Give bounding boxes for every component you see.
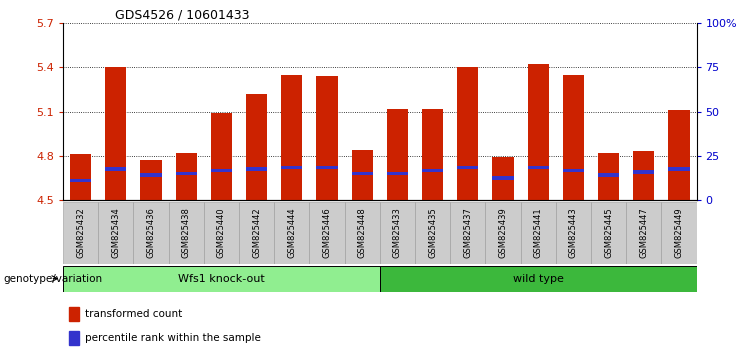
Bar <box>379 202 415 264</box>
Bar <box>98 202 133 264</box>
Bar <box>176 172 197 175</box>
Bar <box>633 151 654 200</box>
Bar <box>450 202 485 264</box>
Text: GSM825447: GSM825447 <box>639 207 648 258</box>
Bar <box>562 75 584 200</box>
Text: GSM825443: GSM825443 <box>569 207 578 258</box>
Text: GSM825442: GSM825442 <box>252 207 261 258</box>
Bar <box>422 169 443 172</box>
Bar <box>63 202 98 264</box>
Bar <box>210 113 232 200</box>
Bar <box>633 170 654 173</box>
Bar <box>626 202 661 264</box>
Bar <box>591 202 626 264</box>
Bar <box>246 94 267 200</box>
Bar <box>141 160 162 200</box>
Bar <box>105 167 126 171</box>
Bar <box>210 169 232 172</box>
Text: GSM825439: GSM825439 <box>499 207 508 258</box>
Text: GSM825445: GSM825445 <box>604 207 613 258</box>
Bar <box>316 166 337 169</box>
Text: Wfs1 knock-out: Wfs1 knock-out <box>178 274 265 284</box>
Bar <box>310 202 345 264</box>
Bar <box>351 150 373 200</box>
Bar <box>63 266 379 292</box>
Bar <box>492 176 514 179</box>
Bar <box>281 75 302 200</box>
Bar <box>661 202 697 264</box>
Bar <box>422 109 443 200</box>
Text: GSM825448: GSM825448 <box>358 207 367 258</box>
Bar <box>387 172 408 175</box>
Bar <box>204 202 239 264</box>
Bar <box>105 67 126 200</box>
Text: GSM825433: GSM825433 <box>393 207 402 258</box>
Text: wild type: wild type <box>513 274 564 284</box>
Bar <box>70 307 79 321</box>
Bar <box>556 202 591 264</box>
Bar <box>379 266 697 292</box>
Bar <box>485 202 520 264</box>
Bar <box>316 76 337 200</box>
Bar <box>141 173 162 177</box>
Bar <box>70 154 91 200</box>
Text: GSM825440: GSM825440 <box>217 207 226 258</box>
Text: GSM825446: GSM825446 <box>322 207 331 258</box>
Bar <box>246 167 267 171</box>
Text: GSM825432: GSM825432 <box>76 207 85 258</box>
Text: GDS4526 / 10601433: GDS4526 / 10601433 <box>115 9 250 22</box>
Bar <box>415 202 450 264</box>
Bar <box>528 166 548 169</box>
Text: percentile rank within the sample: percentile rank within the sample <box>84 332 260 343</box>
Bar <box>528 64 548 200</box>
Text: GSM825441: GSM825441 <box>534 207 542 258</box>
Bar <box>168 202 204 264</box>
Bar <box>133 202 168 264</box>
Text: GSM825438: GSM825438 <box>182 207 190 258</box>
Text: GSM825435: GSM825435 <box>428 207 437 258</box>
Bar <box>70 331 79 344</box>
Bar <box>668 110 689 200</box>
Bar <box>351 172 373 175</box>
Bar <box>345 202 379 264</box>
Text: GSM825436: GSM825436 <box>147 207 156 258</box>
Bar <box>598 153 619 200</box>
Bar <box>562 169 584 172</box>
Bar <box>70 179 91 182</box>
Bar <box>492 157 514 200</box>
Text: GSM825437: GSM825437 <box>463 207 472 258</box>
Bar <box>387 109 408 200</box>
Text: GSM825434: GSM825434 <box>111 207 120 258</box>
Text: GSM825449: GSM825449 <box>674 207 683 258</box>
Bar <box>281 166 302 169</box>
Text: genotype/variation: genotype/variation <box>4 274 103 284</box>
Bar <box>520 202 556 264</box>
Bar <box>668 167 689 171</box>
Bar <box>457 67 478 200</box>
Text: GSM825444: GSM825444 <box>288 207 296 258</box>
Bar <box>176 153 197 200</box>
Bar <box>598 173 619 177</box>
Bar <box>457 166 478 169</box>
Bar <box>274 202 309 264</box>
Bar <box>239 202 274 264</box>
Text: transformed count: transformed count <box>84 309 182 319</box>
